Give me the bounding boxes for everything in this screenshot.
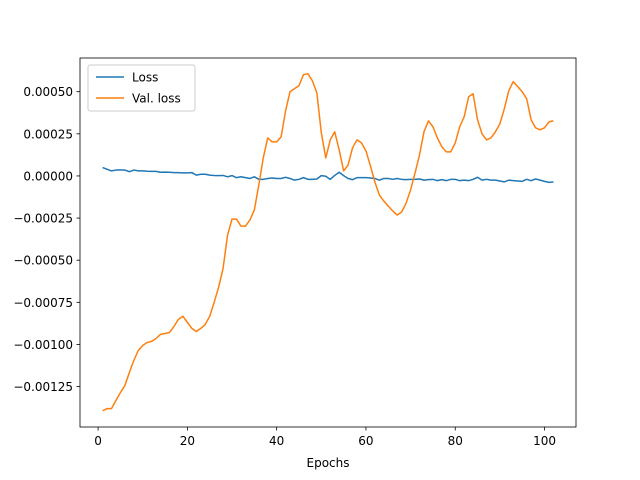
y-tick-label: 0.00000 — [23, 169, 73, 183]
legend-label: Loss — [132, 71, 158, 85]
y-tick-label: 0.00050 — [23, 85, 73, 99]
y-tick-label: −0.00125 — [13, 380, 73, 394]
x-tick-label: 20 — [180, 434, 195, 448]
legend-label: Val. loss — [132, 92, 181, 106]
x-tick-label: 0 — [94, 434, 102, 448]
line-series — [102, 72, 554, 412]
x-tick-label: 80 — [448, 434, 463, 448]
y-tick-label: −0.00075 — [13, 296, 73, 310]
y-tick-label: −0.00100 — [13, 338, 73, 352]
y-tick-label: 0.00025 — [23, 127, 73, 141]
y-tick-label: −0.00025 — [13, 212, 73, 226]
x-axis-label: Epochs — [307, 456, 350, 470]
x-tick-label: 100 — [533, 434, 556, 448]
axes-frame — [79, 57, 577, 428]
x-tick-label: 40 — [269, 434, 284, 448]
line-series — [102, 166, 554, 184]
legend: Loss Val. loss — [87, 64, 196, 112]
y-tick-label: −0.00050 — [13, 254, 73, 268]
x-tick-label: 60 — [358, 434, 373, 448]
